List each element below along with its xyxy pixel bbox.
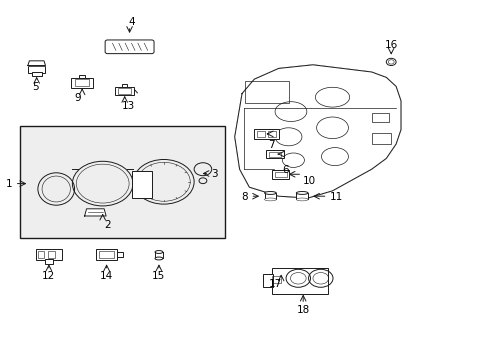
Bar — [371, 113, 388, 122]
Bar — [117, 252, 123, 257]
Bar — [271, 276, 280, 283]
Bar — [96, 249, 117, 260]
Text: 12: 12 — [42, 271, 56, 281]
Bar — [271, 170, 289, 179]
Text: 13: 13 — [121, 101, 135, 111]
Text: 14: 14 — [100, 271, 113, 281]
Polygon shape — [28, 61, 45, 66]
Bar — [48, 251, 55, 258]
Bar — [79, 75, 85, 78]
Bar — [263, 274, 272, 287]
Bar — [274, 172, 286, 177]
Text: 1: 1 — [5, 179, 12, 189]
Bar — [371, 133, 390, 144]
Bar — [115, 87, 134, 95]
Bar — [38, 251, 44, 258]
Bar — [20, 126, 224, 238]
Text: 16: 16 — [384, 40, 397, 50]
Ellipse shape — [264, 198, 276, 201]
Ellipse shape — [264, 192, 276, 194]
Ellipse shape — [296, 198, 307, 201]
Text: 11: 11 — [329, 192, 343, 202]
Bar — [253, 129, 279, 139]
Bar — [118, 88, 131, 94]
Polygon shape — [84, 209, 106, 216]
Text: 5: 5 — [32, 82, 39, 92]
Text: 10: 10 — [303, 176, 316, 186]
Text: 3: 3 — [211, 168, 218, 179]
Bar — [265, 150, 283, 158]
Circle shape — [386, 58, 395, 66]
Ellipse shape — [155, 251, 163, 253]
Text: 4: 4 — [128, 17, 135, 27]
Bar — [268, 131, 276, 137]
Text: 7: 7 — [267, 140, 274, 150]
Bar — [271, 268, 327, 294]
Bar — [296, 193, 307, 199]
Ellipse shape — [155, 257, 163, 260]
Bar — [71, 78, 93, 88]
Polygon shape — [234, 65, 400, 198]
Bar — [36, 249, 61, 260]
Bar — [245, 81, 289, 103]
Text: 18: 18 — [296, 305, 309, 315]
Bar — [268, 152, 280, 157]
Text: 2: 2 — [104, 220, 111, 230]
Bar — [256, 131, 264, 137]
Text: 8: 8 — [241, 192, 247, 202]
Text: 15: 15 — [152, 271, 165, 281]
Text: 17: 17 — [268, 279, 282, 289]
Bar — [75, 79, 89, 86]
Bar — [132, 171, 151, 198]
Bar — [122, 84, 127, 87]
Bar — [28, 66, 45, 73]
Bar — [264, 193, 276, 199]
Text: 6: 6 — [282, 165, 289, 175]
Bar — [32, 72, 41, 76]
Bar — [45, 259, 53, 264]
Ellipse shape — [296, 192, 307, 194]
Bar — [99, 251, 114, 258]
Text: 9: 9 — [74, 93, 81, 103]
